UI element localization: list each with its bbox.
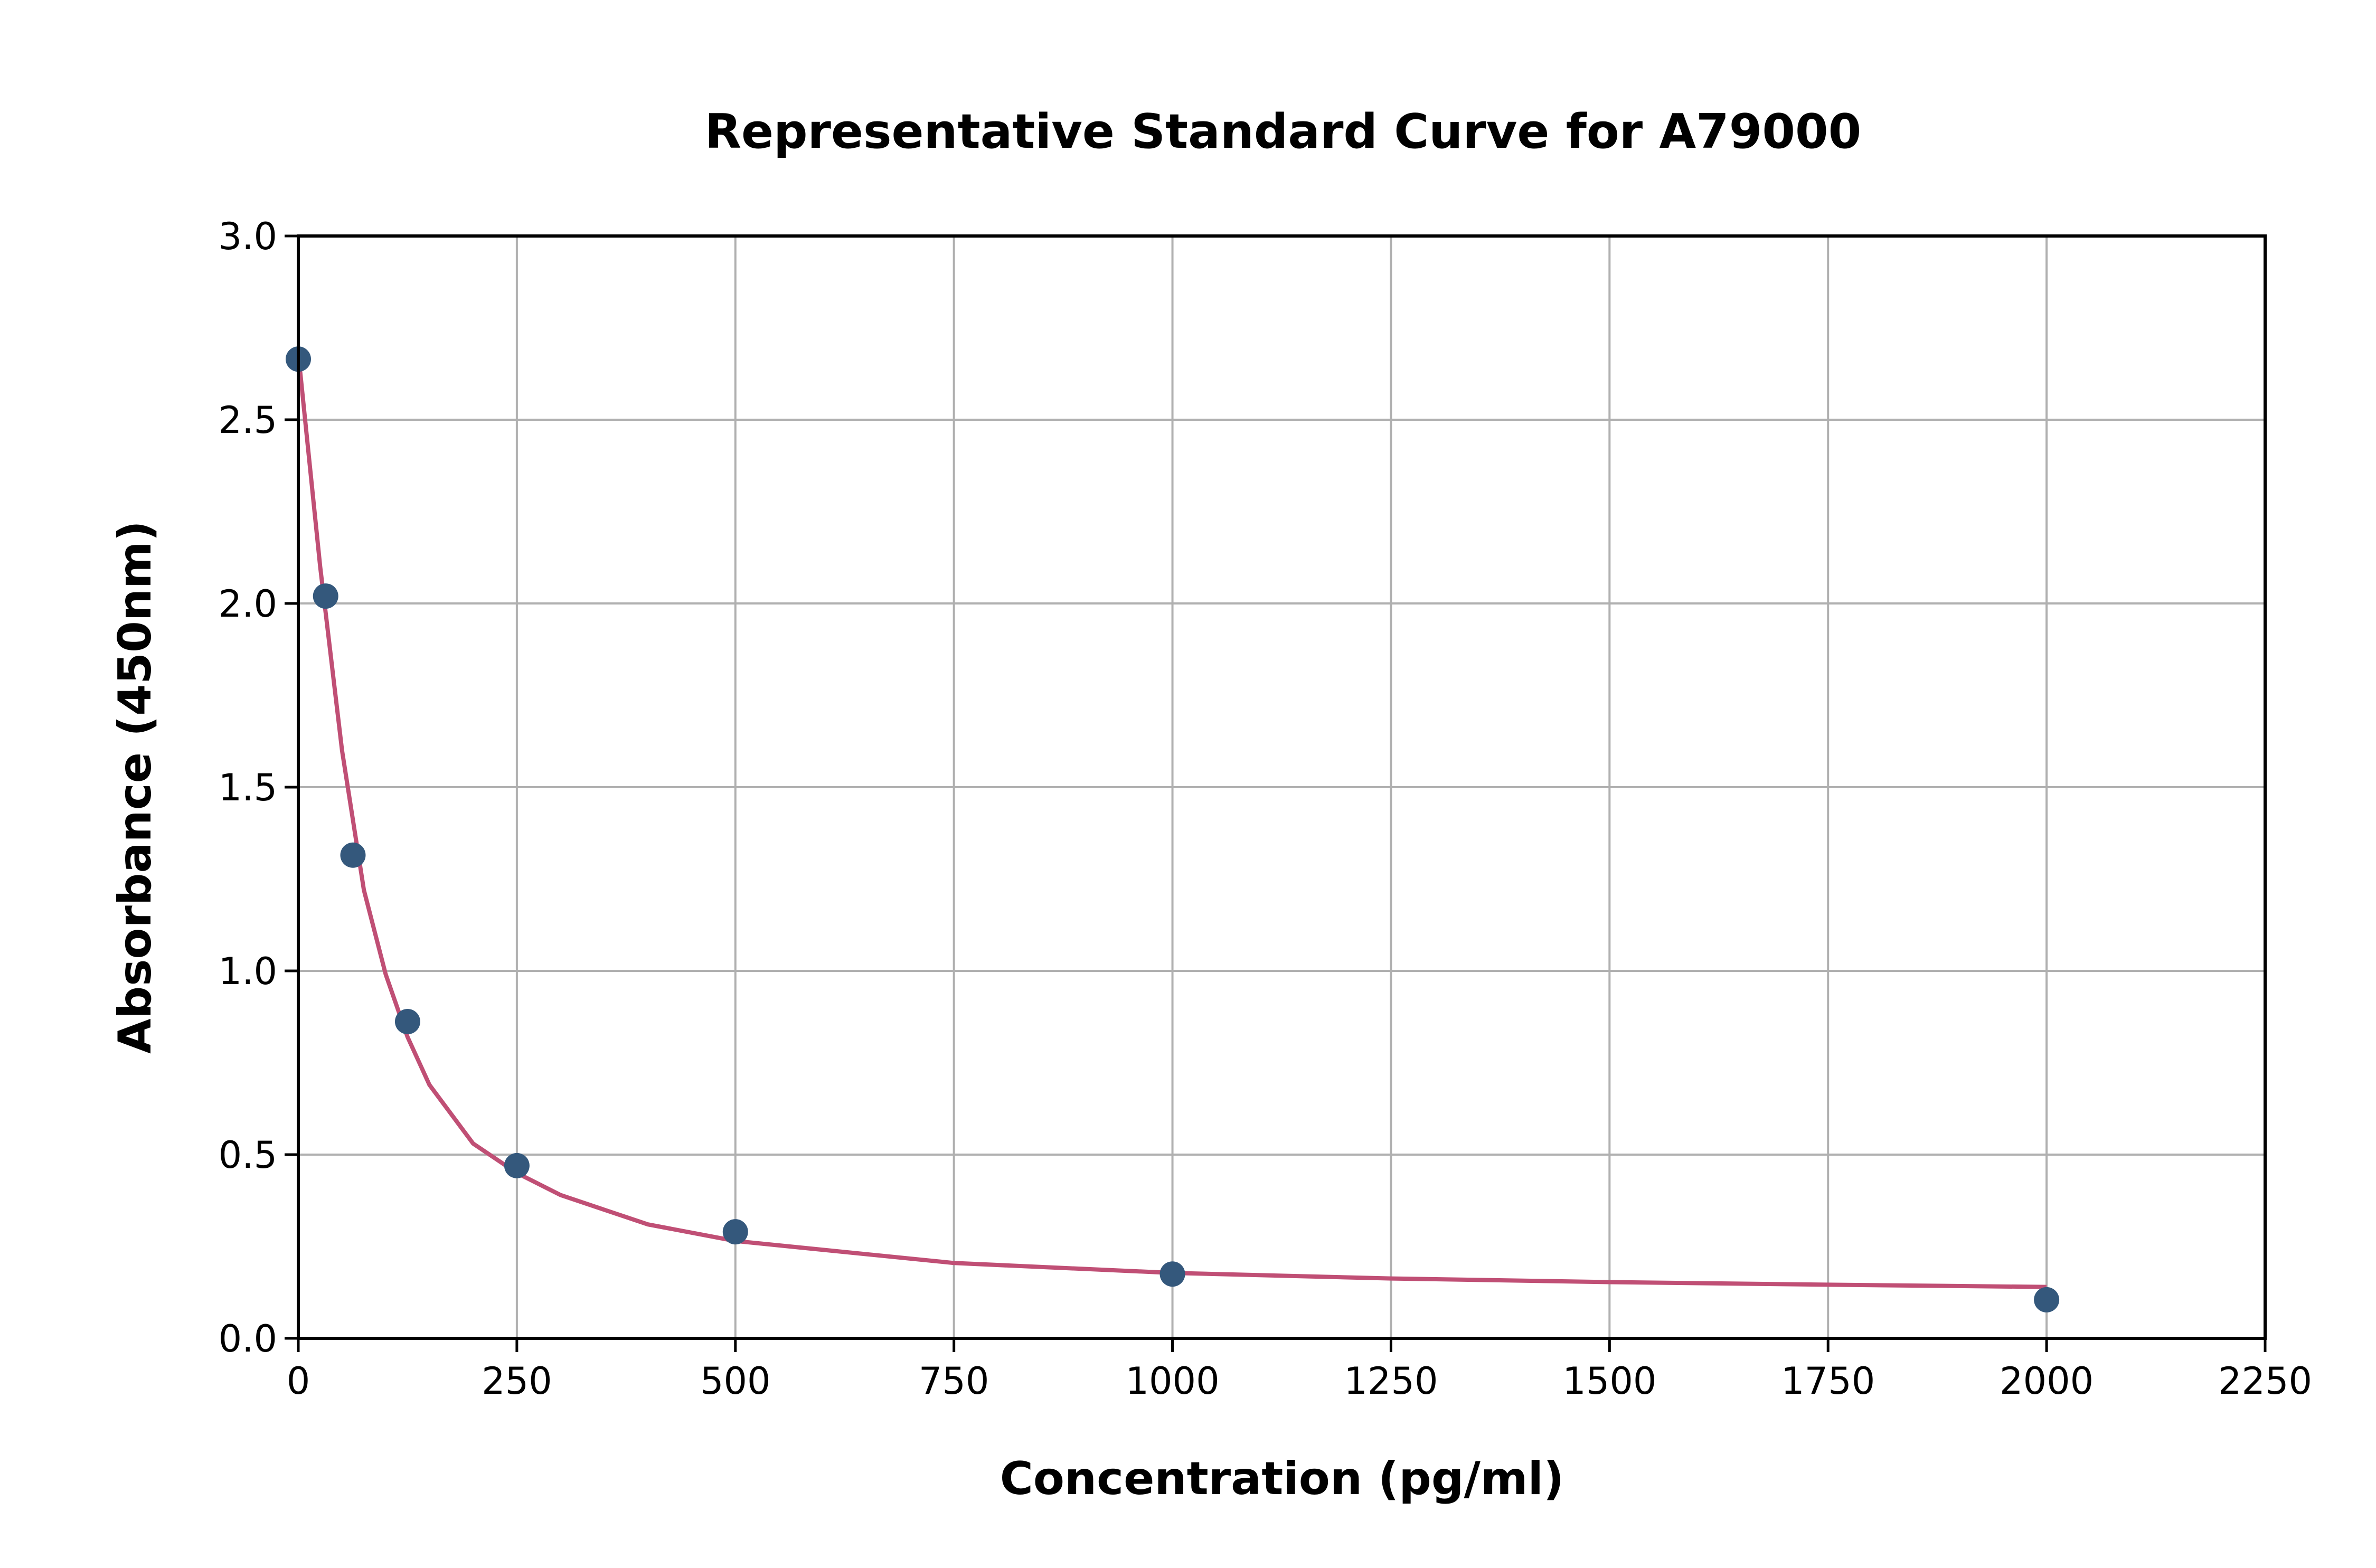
data-point: [313, 583, 338, 609]
data-point: [340, 842, 366, 868]
y-tick-label: 2.5: [219, 399, 277, 442]
x-tick-label: 1750: [1781, 1359, 1875, 1403]
x-tick-label: 500: [700, 1359, 771, 1403]
y-tick-label: 1.0: [219, 950, 277, 993]
x-tick-label: 1250: [1344, 1359, 1438, 1403]
y-tick-label: 2.0: [219, 582, 277, 626]
x-tick-label: 1500: [1562, 1359, 1656, 1403]
x-tick-label: 1000: [1125, 1359, 1219, 1403]
y-tick-label: 0.5: [219, 1134, 277, 1177]
x-tick-label: 2250: [2218, 1359, 2312, 1403]
fit-curve-layer: [296, 353, 2047, 1289]
x-tick-label: 250: [482, 1359, 552, 1403]
x-tick-label: 750: [919, 1359, 989, 1403]
data-point: [394, 1009, 420, 1035]
data-point: [1159, 1261, 1185, 1287]
data-point: [2034, 1287, 2060, 1312]
chart-title: Representative Standard Curve for A79000: [705, 104, 1862, 159]
x-axis-label: Concentration (pg/ml): [1000, 1452, 1564, 1505]
grid: [297, 235, 2266, 1339]
data-point: [722, 1219, 748, 1245]
data-point: [504, 1153, 530, 1178]
x-tick-label: 2000: [2000, 1359, 2094, 1403]
y-axis-ticks: 0.0 0.5 1.0 1.5 2.0 2.5 3.0: [219, 215, 298, 1361]
x-tick-label: 0: [287, 1359, 310, 1403]
y-tick-label: 3.0: [219, 215, 277, 258]
x-axis-ticks: 0 250 500 750 1000 1250 1500 1750 2000 2250: [287, 1338, 2312, 1403]
fit-curve-line: [296, 353, 2047, 1289]
y-axis-label: Absorbance (450nm): [109, 521, 162, 1054]
y-tick-label: 0.0: [219, 1317, 277, 1361]
y-tick-label: 1.5: [219, 766, 277, 809]
